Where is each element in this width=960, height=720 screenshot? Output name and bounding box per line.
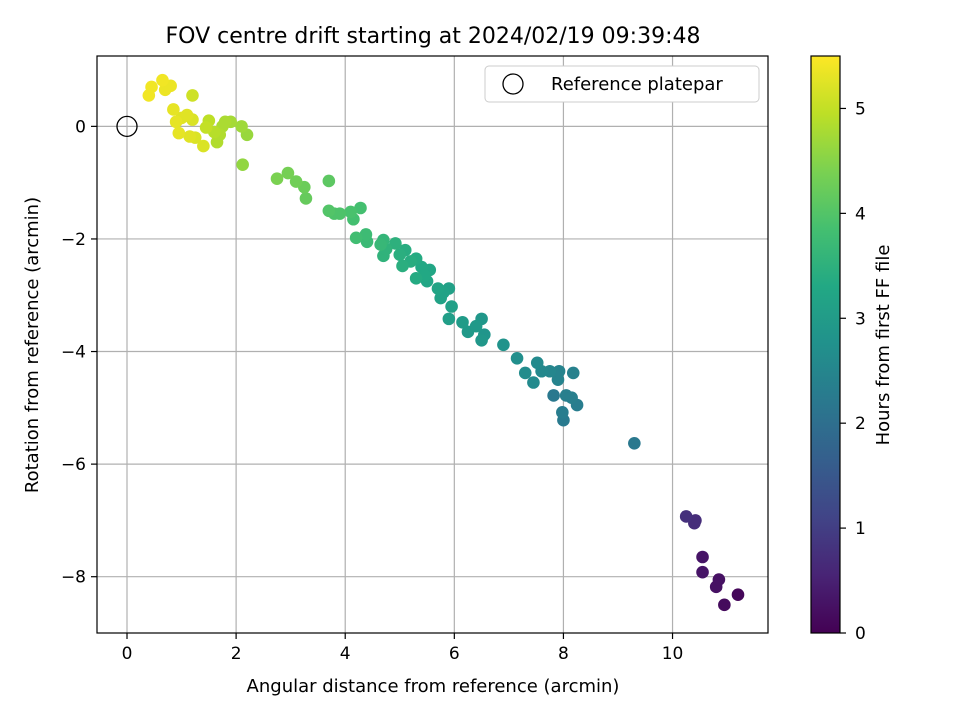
data-point [718, 598, 731, 612]
data-point [552, 364, 566, 378]
data-point [333, 207, 347, 220]
x-tick-label: 2 [231, 644, 242, 664]
data-point [199, 121, 213, 134]
data-point [556, 406, 569, 419]
colorbar-ticks: 0 1 2 3 4 5 [840, 99, 866, 644]
data-point [156, 73, 169, 87]
data-point [696, 550, 709, 564]
data-point [469, 319, 483, 333]
colorbar-tick-label: 2 [855, 414, 866, 434]
colorbar: 0 1 2 3 4 5 Hours from first FF file [810, 55, 894, 644]
y-tick-label: −8 [61, 568, 86, 588]
data-point [679, 510, 693, 523]
x-tick-label: 10 [662, 644, 684, 664]
data-point [145, 80, 158, 94]
data-point [235, 120, 248, 133]
colorbar-label: Hours from first FF file [873, 245, 894, 446]
data-point [712, 573, 726, 586]
y-tick-label: −2 [61, 230, 86, 250]
data-point [530, 356, 544, 370]
data-point [180, 108, 194, 122]
y-tick-label: −4 [61, 343, 86, 363]
data-point [389, 237, 402, 250]
legend-entry-reference: Reference platepar [551, 74, 723, 95]
x-tick-label: 4 [340, 644, 351, 664]
data-point [628, 436, 641, 450]
x-axis-label: Angular distance from reference (arcmin) [247, 676, 620, 697]
colorbar-tick-label: 5 [855, 99, 866, 119]
reference-marker [116, 115, 138, 138]
data-point [197, 139, 210, 153]
plot-frame [96, 55, 769, 634]
chart-title: FOV centre drift starting at 2024/02/19 … [166, 24, 701, 49]
data-point [456, 315, 469, 329]
data-point [322, 204, 336, 218]
y-tick-label: −6 [61, 455, 86, 475]
data-point [349, 231, 363, 245]
colorbar-tick-label: 1 [855, 519, 866, 539]
x-tick-label: 8 [558, 644, 569, 664]
data-point [270, 172, 284, 186]
data-point [547, 389, 560, 402]
data-point [527, 376, 540, 389]
data-point [565, 391, 578, 404]
data-points [142, 73, 745, 612]
legend-box [484, 65, 760, 103]
colorbar-tick-label: 4 [855, 204, 866, 224]
legend-marker-circle [502, 73, 524, 95]
x-tick-label: 0 [122, 644, 133, 664]
data-point [696, 565, 709, 579]
data-point [322, 174, 336, 188]
y-axis-ticks: −8 −6 −4 −2 0 [61, 117, 97, 588]
data-point [566, 366, 580, 380]
data-point [172, 126, 186, 140]
legend: Reference platepar [484, 65, 760, 103]
data-point [186, 89, 199, 102]
data-point [299, 192, 313, 205]
data-point [510, 351, 524, 365]
data-point [442, 312, 456, 326]
data-point [475, 333, 488, 347]
data-point [359, 228, 373, 241]
data-point [374, 238, 387, 251]
data-point [354, 201, 367, 215]
data-point [183, 130, 197, 143]
data-point [393, 248, 407, 262]
data-point [409, 272, 423, 285]
data-point [431, 282, 445, 295]
colorbar-tick-label: 3 [855, 309, 866, 329]
data-point [218, 115, 232, 129]
data-point [281, 166, 295, 180]
data-point [497, 338, 510, 352]
data-point [731, 588, 745, 602]
data-point [445, 300, 458, 313]
y-axis-label: Rotation from reference (arcmin) [22, 197, 43, 493]
data-point [344, 205, 357, 219]
colorbar-tick-label: 0 [855, 624, 866, 644]
y-tick-label: 0 [75, 117, 86, 137]
data-point [289, 175, 303, 188]
data-point [167, 103, 180, 116]
x-tick-label: 6 [449, 644, 460, 664]
colorbar-gradient [810, 55, 841, 634]
data-point [396, 259, 409, 273]
data-point [169, 115, 183, 129]
reference-point-marker [116, 115, 138, 138]
x-axis-ticks: 0 2 4 6 8 10 [122, 633, 684, 664]
data-point [518, 366, 532, 380]
data-point [236, 158, 249, 171]
